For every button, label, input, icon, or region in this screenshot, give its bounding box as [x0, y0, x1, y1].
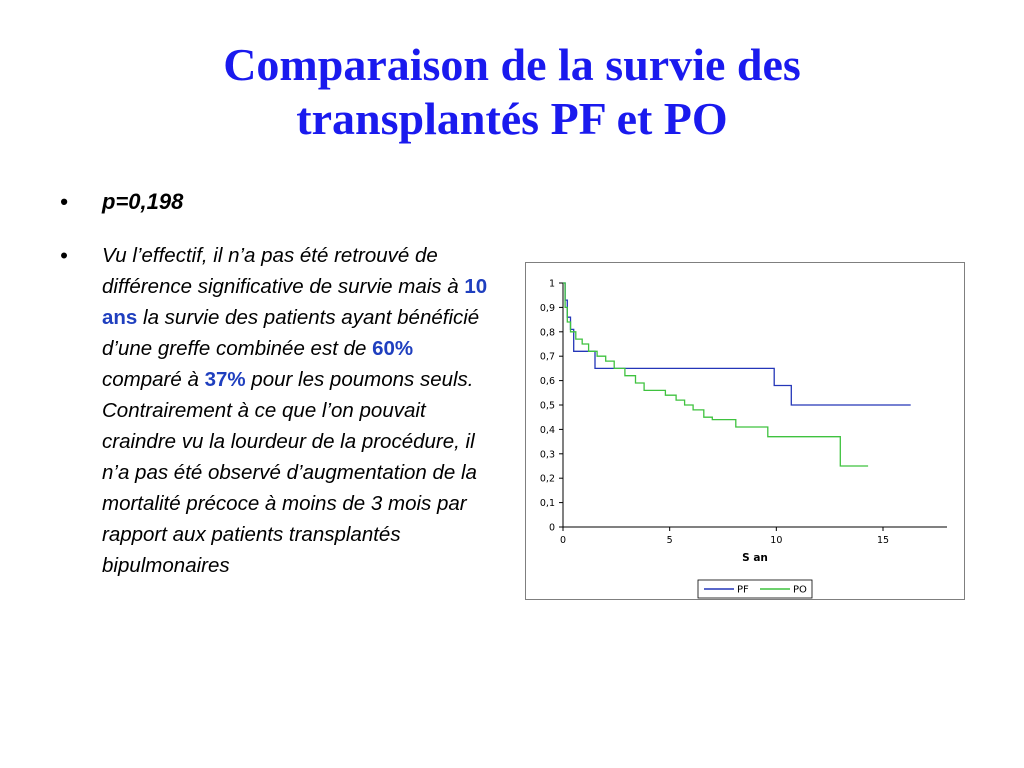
legend-box: [697, 579, 813, 599]
x-tick-label: 5: [667, 535, 673, 546]
y-tick-label: 0,6: [540, 376, 555, 387]
series-line-pf: [563, 282, 911, 406]
bullet-list: • p=0,198 • Vu l’effectif, il n’a pas ét…: [58, 186, 498, 581]
y-tick-label: 0,2: [540, 474, 555, 485]
slide-title-line-1: Comparaison de la survie des: [223, 39, 801, 90]
highlight-10-ans: 10 ans: [102, 275, 488, 329]
conclusion-text-part-3: comparé à: [102, 368, 205, 391]
y-tick-label: 0,5: [540, 401, 555, 412]
y-tick-label: 0,8: [540, 327, 555, 338]
highlight-po-survival: 37%: [204, 368, 246, 391]
bullet-conclusion: • Vu l’effectif, il n’a pas été retrouvé…: [58, 240, 498, 581]
bullet-dot-icon: •: [60, 243, 68, 268]
series-line-po: [563, 282, 869, 467]
pvalue-text: p=0,198: [102, 189, 184, 214]
y-tick-label: 1: [549, 279, 555, 290]
y-tick-label: 0,4: [540, 425, 555, 436]
bullet-dot-icon: •: [60, 189, 68, 214]
y-tick-label: 0,9: [540, 303, 555, 314]
highlight-pf-survival: 60%: [372, 337, 414, 360]
x-tick-label: 10: [770, 535, 782, 546]
x-axis-title: S an: [742, 552, 768, 564]
conclusion-text-part-1: Vu l’effectif, il n’a pas été retrouvé d…: [102, 244, 465, 298]
slide-title-line-2: transplantés PF et PO: [296, 93, 728, 144]
x-tick-label: 0: [560, 535, 566, 546]
bullet-pvalue: • p=0,198: [58, 186, 498, 218]
x-tick-label: 15: [877, 535, 889, 546]
legend-label-po: PO: [793, 585, 807, 596]
survival-chart-svg: 00,10,20,30,40,50,60,70,80,910 5 10 15S anP…: [540, 279, 947, 599]
y-tick-label: 0: [549, 523, 555, 534]
y-tick-label: 0,7: [540, 352, 555, 363]
y-tick-label: 0,1: [540, 498, 555, 509]
conclusion-text-part-4: pour les poumons seuls. Contrairement à …: [102, 368, 477, 577]
slide-title: Comparaison de la survie des transplanté…: [0, 38, 1024, 146]
legend-label-pf: PF: [737, 585, 749, 596]
survival-chart: 0 0,1 0,2 0,3 0,4 0,5 0,6 0,7 0,8 0,9 1 0 5 10 15 S an P…: [525, 262, 965, 600]
y-tick-label: 0,3: [540, 449, 555, 460]
conclusion-text-part-2: la survie des patients ayant bénéficié d…: [102, 306, 480, 360]
